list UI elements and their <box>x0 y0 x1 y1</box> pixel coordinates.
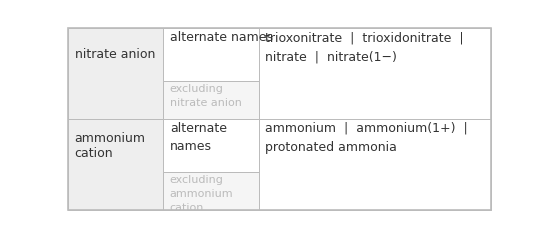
Bar <box>163 28 259 81</box>
Bar <box>259 28 491 119</box>
Bar <box>163 172 259 210</box>
Text: excluding
ammonium
cation: excluding ammonium cation <box>170 175 234 213</box>
Text: alternate names: alternate names <box>170 31 273 44</box>
Bar <box>259 119 491 210</box>
Text: trioxonitrate  |  trioxidonitrate  |
nitrate  |  nitrate(1−): trioxonitrate | trioxidonitrate | nitrat… <box>265 31 464 63</box>
Text: ammonium
cation: ammonium cation <box>75 131 146 160</box>
Text: ammonium  |  ammonium(1+)  |
protonated ammonia: ammonium | ammonium(1+) | protonated amm… <box>265 122 468 154</box>
Text: excluding
nitrate anion: excluding nitrate anion <box>170 84 242 108</box>
Text: nitrate anion: nitrate anion <box>75 48 155 61</box>
Bar <box>163 119 259 172</box>
Bar <box>68 119 163 210</box>
Bar <box>163 81 259 119</box>
Bar <box>68 28 163 119</box>
Text: alternate
names: alternate names <box>170 122 227 153</box>
